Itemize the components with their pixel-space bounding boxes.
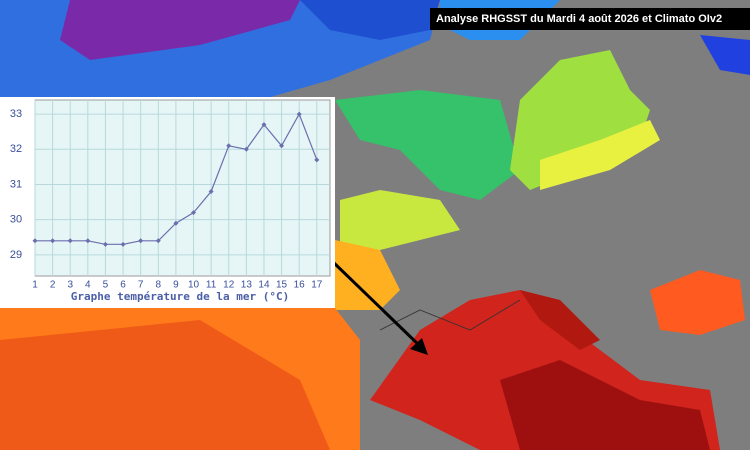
map-title: Analyse RHGSST du Mardi 4 août 2026 et C… [436,13,722,25]
data-point [50,238,56,244]
x-tick-label: 13 [241,280,253,291]
x-tick-label: 7 [138,280,144,291]
data-point [191,210,197,216]
y-tick-label: 33 [10,108,22,120]
coast [379,299,521,331]
data-point [173,220,179,226]
barents [700,35,750,75]
data-point [85,238,91,244]
baltic-south [540,120,660,190]
data-point [261,122,267,128]
x-tick-label: 10 [188,280,200,291]
data-point [296,111,302,117]
channel [340,190,460,250]
x-tick-label: 6 [120,280,126,291]
data-point [314,157,320,163]
chart-inset: Graphe température de la mer (°C) 293031… [0,97,335,308]
data-point [120,241,126,247]
x-tick-label: 3 [67,280,73,291]
y-tick-label: 32 [10,143,22,155]
x-tick-label: 11 [206,280,217,291]
x-tick-label: 1 [32,280,38,291]
adriatic [520,290,600,350]
x-tick-label: 16 [294,280,306,291]
data-point [243,146,249,152]
x-tick-label: 5 [103,280,109,291]
x-tick-label: 15 [276,280,288,291]
x-tick-label: 17 [311,280,323,291]
data-point [155,238,161,244]
plot-area [34,99,331,277]
y-tick-label: 30 [10,214,22,226]
cold-water [60,0,300,60]
title-box [430,8,750,30]
y-tick-label: 31 [10,178,22,190]
arrow [331,260,424,350]
x-tick-label: 4 [85,280,91,291]
baltic [510,50,650,190]
arrow-head [410,338,428,355]
data-point [279,143,285,149]
x-tick-label: 14 [258,280,270,291]
north-sea [335,90,520,200]
data-point [226,143,232,149]
data-point [67,238,73,244]
x-tick-label: 2 [50,280,56,291]
data-point [32,238,38,244]
data-point [208,189,214,195]
x-axis-label: Graphe température de la mer (°C) [71,290,290,303]
y-tick-label: 29 [10,249,22,261]
black-sea [650,270,745,335]
x-tick-label: 9 [173,280,179,291]
x-tick-label: 12 [223,280,235,291]
atlantic-warm [0,320,330,450]
data-point [102,241,108,247]
x-tick-label: 8 [156,280,162,291]
east-med [500,360,710,450]
norwegian-sea [300,0,440,40]
data-point [138,238,144,244]
biscay [335,240,400,310]
